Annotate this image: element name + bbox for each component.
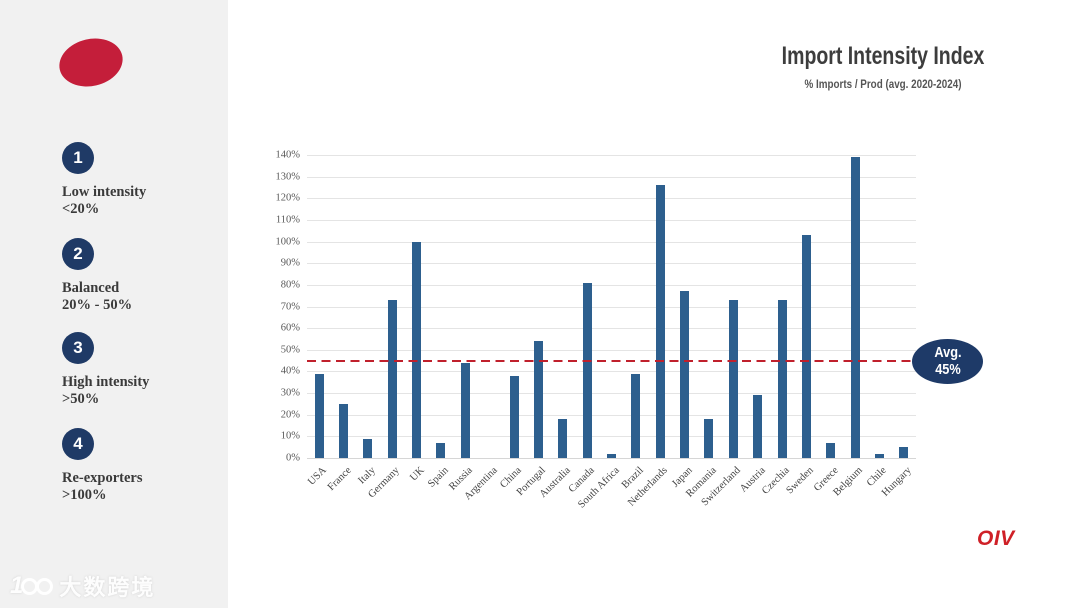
bar-japan: [680, 291, 690, 458]
legend-range: <20%: [62, 201, 100, 218]
average-badge: Avg. 45%: [912, 339, 983, 384]
legend-label: Low intensity: [62, 184, 147, 200]
bar-usa: [314, 373, 324, 458]
legend-label: High intensity: [62, 374, 150, 390]
sidebar: 1 Low intensity <20% 2 Balanced 20% - 50…: [0, 0, 228, 608]
bar-russia: [460, 362, 470, 458]
legend-label: Re-exporters: [62, 470, 143, 486]
y-axis-tick-label: 130%: [275, 171, 301, 183]
legend-item-re-exporters: 4 Re-exporters >100%: [62, 428, 212, 504]
y-axis-tick-label: 110%: [275, 214, 300, 226]
y-axis-tick-label: 90%: [280, 257, 300, 269]
watermark: 1 大数跨境: [10, 570, 155, 602]
legend-number-badge: 3: [62, 332, 94, 364]
legend-range: 20% - 50%: [62, 297, 133, 314]
gridline: [307, 371, 916, 373]
gridline: [307, 263, 916, 265]
y-axis-tick-label: 120%: [275, 192, 301, 204]
gridline: [307, 155, 916, 156]
bar-belgium: [850, 157, 860, 458]
gridline: [307, 414, 916, 416]
gridline: [307, 393, 916, 395]
bar-germany: [387, 300, 397, 458]
bar-netherlands: [655, 185, 665, 458]
bar-sweden: [801, 235, 811, 458]
y-axis-tick-label: 40%: [280, 365, 300, 377]
page-subtitle: % Imports / Prod (avg. 2020-2024): [804, 77, 962, 91]
chart-header: Import Intensity Index % Imports / Prod …: [693, 42, 1073, 91]
legend-item-high-intensity: 3 High intensity >50%: [62, 332, 212, 408]
y-axis-tick-label: 30%: [280, 387, 300, 399]
bar-south-africa: [607, 453, 616, 458]
y-axis-tick-label: 140%: [275, 149, 301, 161]
bar-switzerland: [728, 300, 738, 458]
legend-range: >50%: [62, 391, 100, 408]
y-axis-tick-label: 20%: [280, 409, 300, 421]
y-axis-tick-label: 80%: [280, 279, 300, 291]
bar-australia: [558, 419, 568, 458]
legend-item-low-intensity: 1 Low intensity <20%: [62, 142, 212, 218]
legend-number-badge: 4: [62, 428, 94, 460]
y-axis-tick-label: 60%: [280, 322, 300, 334]
bar-romania: [704, 419, 714, 458]
bar-austria: [753, 395, 763, 458]
bar-uk: [412, 241, 422, 458]
gridline: [307, 436, 916, 438]
gridline: [307, 284, 916, 286]
bar-france: [339, 403, 349, 458]
gridline: [307, 241, 916, 243]
bar-spain: [436, 442, 446, 458]
legend-number-badge: 2: [62, 238, 94, 270]
watermark-icon: 1: [10, 572, 54, 600]
legend-number-badge: 1: [62, 142, 94, 174]
y-axis-tick-label: 10%: [280, 430, 300, 442]
average-badge-label: Avg.: [933, 343, 962, 361]
legend-label: Balanced: [62, 280, 120, 296]
bar-italy: [363, 438, 373, 458]
legend-item-balanced: 2 Balanced 20% - 50%: [62, 238, 212, 314]
average-dashed-line: [307, 359, 920, 363]
gridline: [307, 219, 916, 221]
average-badge-value: 45%: [934, 360, 961, 378]
y-axis-tick-label: 70%: [280, 301, 300, 312]
gridline: [307, 176, 916, 178]
y-axis-tick-label: 100%: [275, 236, 301, 248]
bar-china: [509, 375, 519, 458]
bar-chart: 0% 10% 20% 30% 40% 50% 60% 70% 80% 90% 100% 110% 120…: [276, 150, 920, 511]
bar-brazil: [631, 373, 641, 458]
bar-canada: [582, 282, 592, 458]
gridline: [307, 198, 916, 200]
gridline: [307, 328, 916, 330]
bar-czechia: [777, 300, 787, 458]
legend-range: >100%: [62, 487, 107, 504]
gridline: [307, 349, 916, 351]
oiv-logo: OIV: [977, 527, 1015, 550]
bar-portugal: [533, 341, 543, 458]
y-axis-tick-label: 0%: [286, 452, 300, 464]
bar-greece: [826, 442, 836, 458]
bar-hungary: [899, 447, 909, 458]
bar-chile: [874, 453, 884, 458]
gridline: [307, 306, 916, 308]
watermark-text: 大数跨境: [59, 575, 156, 600]
red-ellipse-logo: [54, 32, 128, 93]
page-title: Import Intensity Index: [781, 42, 985, 70]
gridline: [307, 458, 916, 459]
y-axis-tick-label: 50%: [280, 344, 300, 356]
